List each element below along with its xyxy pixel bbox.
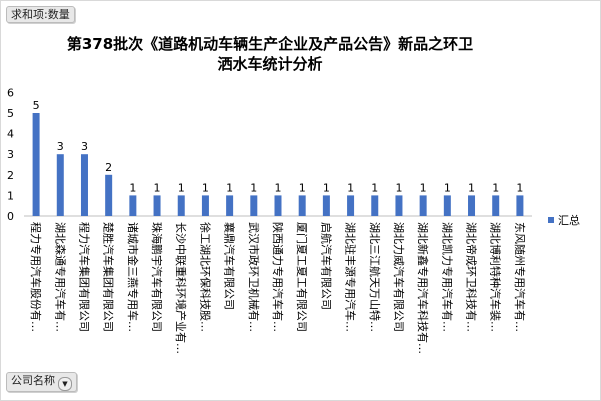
bar — [492, 195, 499, 216]
data-label: 1 — [178, 181, 185, 194]
x-tick-label: 珠海鹏宇汽车有限公司 — [150, 222, 164, 332]
data-label: 1 — [492, 181, 499, 194]
data-label: 1 — [202, 181, 209, 194]
bar — [516, 195, 523, 216]
x-tick-label: 湖北力威汽车有限公司 — [392, 222, 406, 332]
x-tick-label: 长沙中联重科环境产业有… — [174, 222, 188, 354]
bar — [33, 113, 40, 216]
y-tick-label: 5 — [7, 107, 14, 120]
x-tick-label: 武汉市政环卫机械有… — [247, 222, 261, 332]
bar — [105, 175, 112, 216]
x-tick-label: 湖北凯力专用汽车有… — [440, 222, 454, 332]
data-label: 1 — [468, 181, 475, 194]
x-tick-label: 湖北森通专用汽车有… — [53, 222, 67, 332]
data-label: 1 — [516, 181, 523, 194]
data-label: 1 — [275, 181, 282, 194]
bar — [347, 195, 354, 216]
bar — [178, 195, 185, 216]
chevron-down-icon[interactable]: ▼ — [58, 377, 72, 391]
data-label: 1 — [347, 181, 354, 194]
x-tick-label: 陕西通力专用汽车有… — [271, 222, 285, 332]
y-tick-label: 2 — [7, 169, 14, 182]
legend: 汇总 — [548, 212, 580, 228]
data-label: 3 — [81, 140, 88, 153]
bar — [371, 195, 378, 216]
legend-swatch — [548, 217, 554, 223]
data-label: 1 — [129, 181, 136, 194]
x-tick-label: 襄鼎汽车有限公司 — [223, 222, 237, 310]
bar — [226, 195, 233, 216]
x-tick-label: 楚胜汽车集团有限公司 — [102, 222, 116, 332]
data-label: 1 — [154, 181, 161, 194]
x-tick-label: 徐工湖北环保科技股… — [198, 222, 212, 332]
pivot-axis-field-label: 公司名称 — [11, 374, 55, 387]
legend-label: 汇总 — [558, 214, 580, 227]
data-label: 1 — [250, 181, 257, 194]
bar — [129, 195, 136, 216]
data-label: 1 — [299, 181, 306, 194]
data-label: 1 — [444, 181, 451, 194]
bar — [250, 195, 257, 216]
x-tick-label: 程力汽车集团有限公司 — [77, 222, 91, 332]
bar — [81, 154, 88, 216]
data-label: 1 — [371, 181, 378, 194]
data-label: 5 — [33, 99, 40, 112]
data-label: 1 — [226, 181, 233, 194]
x-tick-label: 湖北新鑫专用汽车科技有… — [416, 222, 430, 354]
bar — [420, 195, 427, 216]
x-tick-label: 诸城市金三燕专用车… — [126, 222, 140, 332]
x-tick-label: 东风随州专用汽车有… — [513, 222, 527, 332]
x-tick-label: 启航汽车有限公司 — [319, 222, 333, 310]
y-tick-label: 3 — [7, 148, 14, 161]
bar — [299, 195, 306, 216]
data-label: 1 — [395, 181, 402, 194]
y-tick-label: 1 — [7, 189, 14, 202]
data-label: 1 — [420, 181, 427, 194]
y-tick-label: 6 — [7, 86, 14, 99]
bar — [154, 195, 161, 216]
x-tick-label: 湖北驻丰源专用汽车… — [344, 222, 358, 332]
x-tick-label: 厦门夏工夏工有限公司 — [295, 222, 309, 332]
x-tick-label: 湖北博利特种汽车装… — [489, 222, 503, 332]
pivot-axis-field-button[interactable]: 公司名称▼ — [6, 372, 77, 392]
y-tick-label: 4 — [7, 128, 14, 141]
x-tick-label: 程力专用汽车股份有… — [29, 222, 43, 332]
x-tick-label: 湖北三江航天万山特… — [368, 222, 382, 332]
bar — [395, 195, 402, 216]
y-tick-label: 0 — [7, 210, 14, 223]
data-label: 1 — [323, 181, 330, 194]
bar — [468, 195, 475, 216]
x-tick-label: 湖北帝成环卫科技有… — [465, 222, 479, 332]
bar — [57, 154, 64, 216]
data-label: 2 — [105, 161, 112, 174]
bar — [275, 195, 282, 216]
bar — [202, 195, 209, 216]
bar — [323, 195, 330, 216]
data-label: 3 — [57, 140, 64, 153]
bar — [444, 195, 451, 216]
